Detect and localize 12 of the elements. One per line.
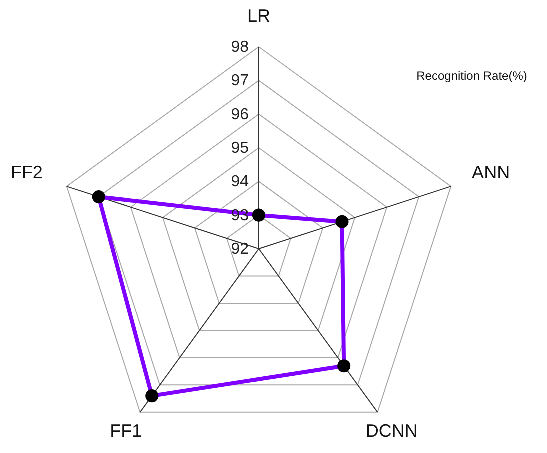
y-tick-label: 97 [231,72,250,90]
y-tick-label: 95 [231,140,250,157]
text: Recognition Rate(%) [416,69,528,83]
spoke-label: DCNN [366,420,418,441]
y-tick-label: 94 [231,174,250,191]
y-tick-label: 96 [231,106,250,124]
spoke-label: ANN [472,162,510,183]
y-tick-label: 92 [231,241,250,258]
spoke-label: LR [247,6,271,26]
spoke-label: FF2 [10,162,43,183]
spoke-label: FF1 [110,420,142,441]
y-tick-label: 98 [231,39,250,56]
